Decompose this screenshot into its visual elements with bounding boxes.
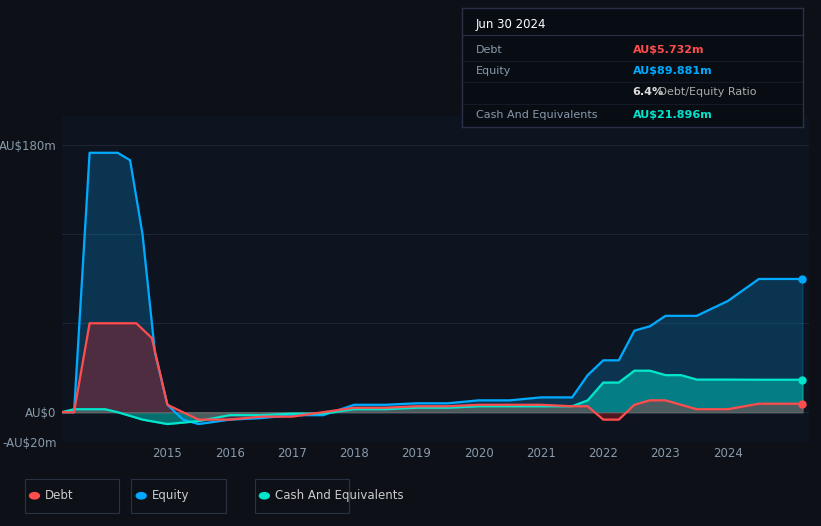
Text: AU$5.732m: AU$5.732m xyxy=(632,45,704,55)
Text: Cash And Equivalents: Cash And Equivalents xyxy=(275,489,404,502)
Text: Cash And Equivalents: Cash And Equivalents xyxy=(476,110,598,120)
Text: Jun 30 2024: Jun 30 2024 xyxy=(476,18,546,31)
Text: Debt/Equity Ratio: Debt/Equity Ratio xyxy=(654,87,756,97)
Text: Debt: Debt xyxy=(45,489,74,502)
Text: Equity: Equity xyxy=(152,489,190,502)
Text: AU$89.881m: AU$89.881m xyxy=(632,66,712,76)
Text: 6.4%: 6.4% xyxy=(632,87,663,97)
Text: Equity: Equity xyxy=(476,66,511,76)
Text: AU$21.896m: AU$21.896m xyxy=(632,110,713,120)
Text: Debt: Debt xyxy=(476,45,502,55)
